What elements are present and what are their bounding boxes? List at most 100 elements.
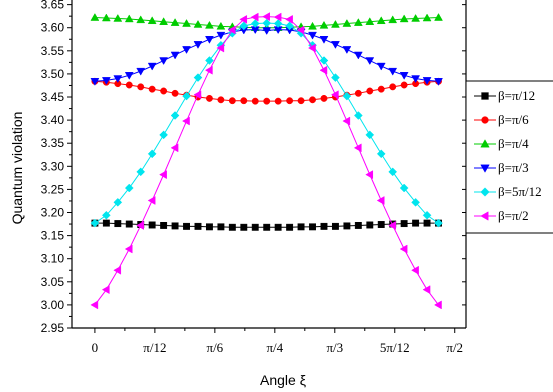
data-point	[101, 285, 110, 295]
legend-label: β=π/2	[498, 208, 529, 223]
data-point	[286, 223, 294, 231]
data-point	[319, 56, 329, 65]
x-tick-label: π/3	[326, 340, 343, 355]
series-line	[94, 22, 439, 224]
data-point	[354, 89, 362, 97]
data-point	[411, 265, 419, 275]
data-point	[182, 19, 191, 27]
y-tick-label: 3.50	[41, 67, 65, 81]
data-point	[422, 210, 432, 220]
data-point	[160, 87, 168, 95]
data-point	[193, 90, 202, 100]
data-point	[147, 62, 157, 71]
x-axis-label: Angle ξ	[260, 372, 306, 388]
y-tick-label: 3.10	[41, 252, 65, 266]
data-point	[113, 13, 123, 22]
data-point	[159, 130, 168, 140]
legend-marker	[481, 116, 489, 124]
data-point	[376, 196, 385, 205]
legend-label: β=π/3	[498, 160, 529, 175]
y-axis-label: Quantum violation	[9, 112, 25, 225]
data-point	[273, 12, 282, 22]
data-point	[171, 222, 179, 230]
data-point	[388, 67, 398, 76]
data-point	[319, 20, 329, 29]
data-point	[376, 16, 386, 25]
y-tick-label: 3.15	[41, 229, 65, 243]
data-point	[113, 265, 122, 275]
data-point	[90, 218, 100, 228]
y-tick-label: 3.65	[41, 0, 65, 12]
data-point	[411, 75, 421, 84]
data-point	[434, 218, 443, 228]
data-point	[102, 219, 110, 227]
data-point	[399, 183, 409, 193]
data-point	[389, 83, 397, 91]
data-point	[170, 18, 180, 26]
data-point	[124, 244, 133, 254]
data-point	[308, 43, 316, 53]
data-point	[434, 13, 443, 21]
data-point	[125, 81, 133, 89]
data-point	[183, 222, 190, 230]
data-point	[101, 13, 111, 22]
data-point	[274, 223, 282, 231]
legend-marker	[481, 92, 489, 100]
x-tick-label: π/12	[143, 340, 166, 355]
data-point	[216, 43, 225, 53]
legend-item: β=π/6	[474, 112, 529, 127]
series-6	[90, 12, 442, 310]
data-point	[263, 223, 271, 231]
data-point	[320, 94, 328, 102]
y-tick-label: 3.20	[41, 206, 65, 220]
data-point	[137, 83, 145, 91]
data-point	[274, 97, 282, 105]
data-point	[422, 13, 432, 22]
data-point	[399, 72, 409, 80]
legend: β=π/12 β=π/6 β=π/4 β=π/3 β=5π/12 β=π/2	[465, 80, 553, 234]
y-tick-label: 3.60	[41, 21, 65, 35]
data-point	[170, 51, 180, 60]
data-point	[331, 73, 340, 82]
data-point	[411, 197, 420, 207]
data-point	[240, 97, 248, 105]
data-point	[365, 130, 375, 140]
data-point	[422, 285, 431, 295]
data-point	[101, 77, 111, 85]
data-point	[262, 12, 270, 22]
data-point	[159, 170, 167, 180]
y-tick-label: 2.95	[41, 321, 65, 335]
legend-marker	[480, 139, 490, 148]
data-point	[353, 51, 363, 60]
data-point	[124, 183, 134, 193]
data-point	[170, 111, 180, 120]
data-point	[331, 222, 339, 230]
data-point	[205, 223, 213, 231]
data-point	[193, 73, 203, 82]
data-point	[285, 21, 294, 31]
data-point	[330, 19, 340, 28]
data-point	[388, 167, 398, 177]
data-point	[309, 223, 316, 231]
data-point	[124, 72, 134, 80]
data-point	[204, 65, 213, 75]
y-tick-label: 3.30	[41, 159, 65, 173]
data-point	[239, 14, 248, 24]
data-point	[159, 17, 169, 25]
data-point	[388, 15, 398, 24]
data-point	[205, 20, 214, 29]
data-point	[353, 143, 362, 153]
data-point	[251, 223, 259, 231]
legend-box	[465, 80, 553, 234]
y-tick-label: 3.40	[41, 113, 65, 127]
data-point	[273, 19, 283, 28]
y-tick-label: 3.05	[41, 275, 65, 289]
data-point	[205, 94, 213, 102]
data-point	[308, 31, 317, 40]
data-point	[90, 13, 100, 21]
legend-item: β=5π/12	[474, 184, 542, 199]
data-point	[399, 14, 409, 23]
y-tick-label: 3.45	[41, 90, 65, 104]
data-point	[216, 31, 226, 40]
